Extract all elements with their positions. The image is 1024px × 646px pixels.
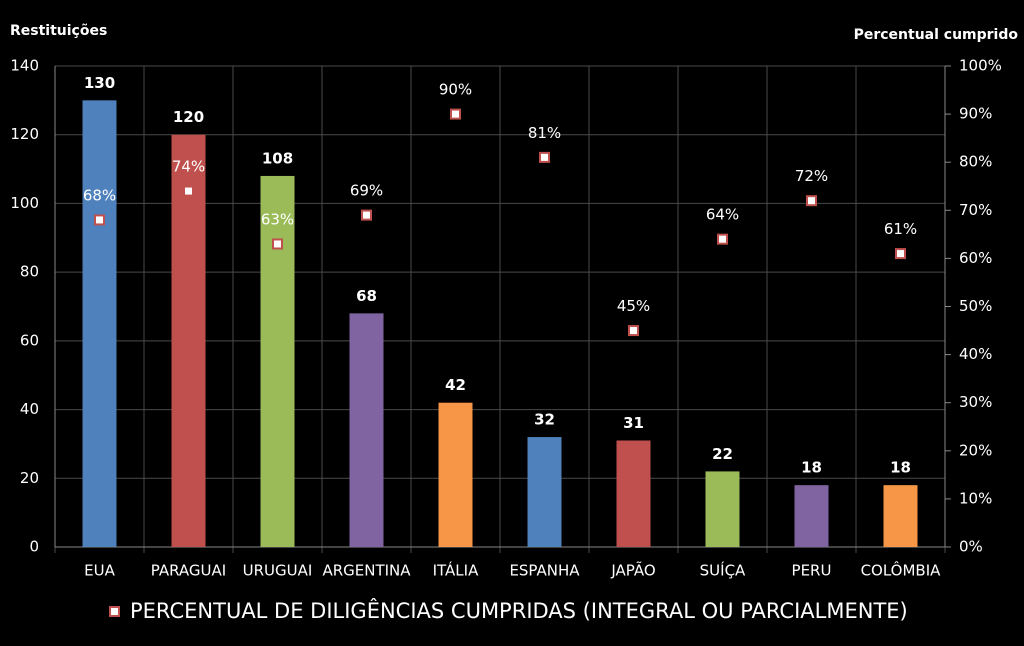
x-tick-label: SUÍÇA <box>700 561 746 580</box>
percent-label: 69% <box>350 182 383 200</box>
y2-tick-label: 90% <box>959 105 992 123</box>
bar <box>616 440 651 547</box>
bar-value-label: 32 <box>534 411 555 429</box>
y2-tick-label: 30% <box>959 393 992 411</box>
y2-tick-label: 100% <box>959 57 1002 75</box>
bar <box>82 100 117 547</box>
y2-tick-label: 80% <box>959 153 992 171</box>
bar-value-label: 120 <box>173 108 204 126</box>
x-tick-label: PERU <box>792 562 832 580</box>
percent-label: 64% <box>706 206 739 224</box>
percent-label: 74% <box>172 158 205 176</box>
bar-value-label: 22 <box>712 445 733 463</box>
bar-value-label: 31 <box>623 414 644 432</box>
marker <box>717 233 728 245</box>
y2-tick-label: 10% <box>959 489 992 507</box>
marker <box>361 209 372 221</box>
x-tick-label: ESPANHA <box>509 562 580 580</box>
bar-value-label: 18 <box>890 459 911 477</box>
percent-label: 81% <box>528 124 561 142</box>
percent-label: 68% <box>83 186 116 204</box>
bar <box>349 313 384 547</box>
bar <box>438 402 473 547</box>
legend-marker <box>109 606 120 617</box>
percent-label: 63% <box>261 210 294 228</box>
bar-value-label: 42 <box>445 376 466 394</box>
marker <box>94 214 105 226</box>
marker <box>183 185 194 197</box>
y2-tick-label: 0% <box>959 538 983 556</box>
y-tick-label: 100 <box>10 194 39 212</box>
percent-label: 72% <box>795 167 828 185</box>
y-tick-label: 120 <box>10 125 39 143</box>
x-tick-label: URUGUAI <box>243 562 313 580</box>
bar-value-label: 130 <box>84 74 115 92</box>
x-tick-label: COLÔMBIA <box>861 561 942 580</box>
y-tick-label: 140 <box>10 57 39 75</box>
x-tick-label: JAPÃO <box>610 561 655 580</box>
bar <box>705 471 740 547</box>
y-tick-label: 60 <box>20 331 39 349</box>
bar-value-label: 18 <box>801 459 822 477</box>
y-axis-label: Restituições <box>10 23 107 39</box>
x-tick-label: ITÁLIA <box>433 561 479 580</box>
y2-tick-label: 60% <box>959 249 992 267</box>
bar-value-label: 68 <box>356 287 377 305</box>
y-tick-label: 40 <box>20 400 39 418</box>
marker <box>895 248 906 260</box>
y-tick-label: 20 <box>20 469 39 487</box>
bar <box>171 134 206 547</box>
y2-axis-label: Percentual cumprido <box>854 27 1019 43</box>
marker <box>806 195 817 207</box>
bar <box>260 175 295 547</box>
marker <box>450 108 461 120</box>
y-tick-label: 0 <box>29 538 39 556</box>
y2-tick-label: 50% <box>959 297 992 315</box>
y-tick-label: 80 <box>20 263 39 281</box>
percent-label: 61% <box>884 220 917 238</box>
x-tick-label: PARAGUAI <box>151 562 226 580</box>
marker <box>539 151 550 163</box>
y2-tick-label: 20% <box>959 441 992 459</box>
marker <box>272 238 283 250</box>
bar <box>527 437 562 547</box>
percent-label: 45% <box>617 297 650 315</box>
percent-label: 90% <box>439 81 472 99</box>
bar <box>794 485 829 547</box>
marker <box>628 325 639 337</box>
y2-tick-label: 70% <box>959 201 992 219</box>
x-tick-label: ARGENTINA <box>322 562 411 580</box>
legend-label: PERCENTUAL DE DILIGÊNCIAS CUMPRIDAS (INT… <box>130 598 908 623</box>
x-tick-label: EUA <box>84 562 115 580</box>
y2-tick-label: 40% <box>959 345 992 363</box>
bar <box>883 485 918 547</box>
bar-value-label: 108 <box>262 149 293 167</box>
